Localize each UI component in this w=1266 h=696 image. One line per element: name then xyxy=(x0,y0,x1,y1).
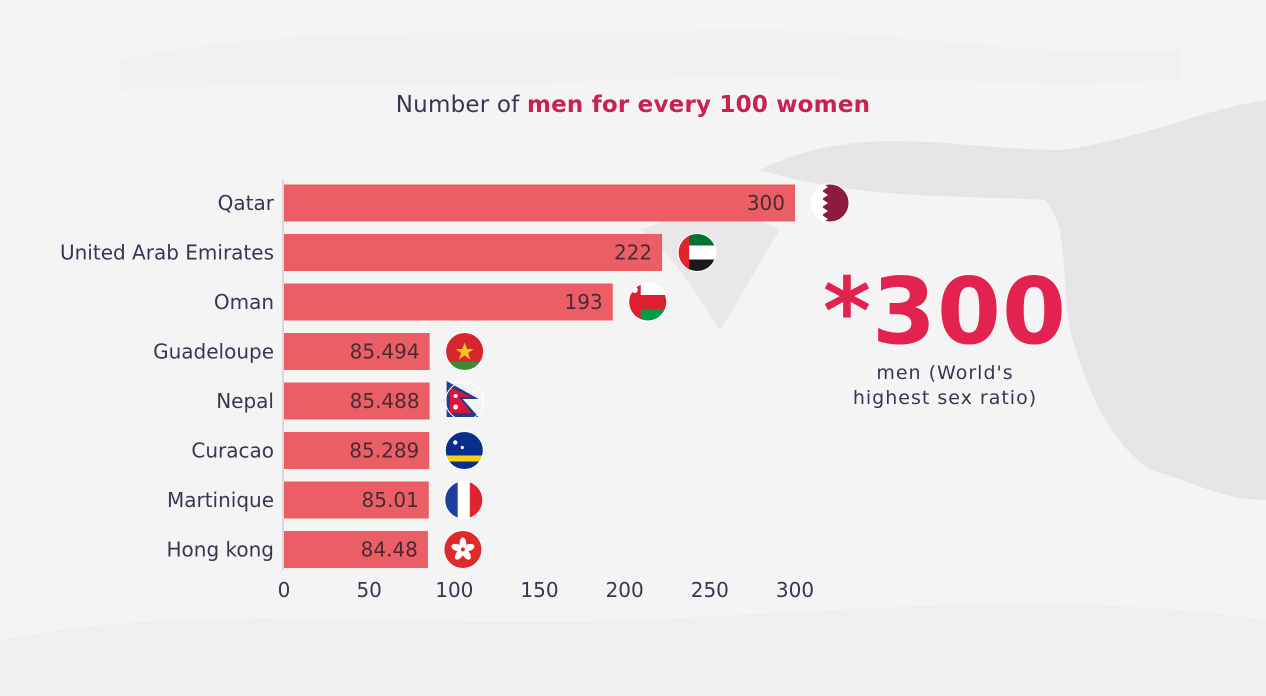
value-label: 85.289 xyxy=(349,439,419,463)
background-mountain-shape xyxy=(760,100,1266,500)
highest-ratio-callout: *300 men (World's highest sex ratio) xyxy=(800,262,1090,412)
value-label: 85.488 xyxy=(350,389,420,413)
category-label: Curacao xyxy=(191,439,274,463)
bar xyxy=(284,333,430,370)
hong-kong-flag-icon xyxy=(443,530,483,569)
nepal-flag-icon xyxy=(445,381,485,421)
martinique-flag-icon xyxy=(444,480,484,520)
background-cloud-shape xyxy=(120,29,1180,91)
value-label: 222 xyxy=(614,241,652,265)
callout-caption-line-1: men (World's xyxy=(876,362,1014,384)
oman-flag-icon xyxy=(628,282,668,322)
callout-value: *300 xyxy=(822,258,1068,365)
background-cloud-shape xyxy=(0,604,1266,696)
bar xyxy=(284,531,428,568)
bar xyxy=(284,184,795,222)
chart-title-prefix: Number of xyxy=(395,92,527,118)
bar xyxy=(284,432,430,469)
value-label: 85.01 xyxy=(362,488,419,512)
chart-title: Number of men for every 100 women xyxy=(0,92,1266,118)
x-tick-label: 50 xyxy=(356,578,381,602)
category-label: Hong kong xyxy=(167,538,274,562)
guadeloupe-flag-icon xyxy=(445,332,485,371)
bar xyxy=(284,382,430,420)
x-tick-label: 100 xyxy=(435,578,473,602)
x-tick-label: 250 xyxy=(691,578,729,602)
chart-title-highlight: men for every 100 women xyxy=(526,92,871,118)
x-tick-label: 150 xyxy=(520,578,558,602)
bar xyxy=(284,481,429,519)
category-label: Oman xyxy=(214,290,274,314)
bar xyxy=(284,234,663,271)
category-label: Qatar xyxy=(218,191,275,215)
category-label: Guadeloupe xyxy=(153,340,274,364)
category-label: Nepal xyxy=(216,389,274,413)
x-tick-label: 300 xyxy=(776,578,814,602)
value-label: 300 xyxy=(747,191,785,215)
curacao-flag-icon xyxy=(444,431,484,470)
x-tick-label: 200 xyxy=(606,578,644,602)
qatar-flag-icon xyxy=(810,183,850,223)
x-tick-label: 0 xyxy=(278,578,291,602)
value-label: 85.494 xyxy=(350,340,420,364)
uae-flag-icon xyxy=(677,233,717,272)
callout-caption-line-2: highest sex ratio) xyxy=(852,387,1038,409)
background-mountain-shape xyxy=(640,213,780,330)
value-label: 84.48 xyxy=(361,538,418,562)
category-label: Martinique xyxy=(167,488,274,512)
bar xyxy=(284,283,613,321)
category-label: United Arab Emirates xyxy=(60,241,274,265)
value-label: 193 xyxy=(565,290,603,314)
